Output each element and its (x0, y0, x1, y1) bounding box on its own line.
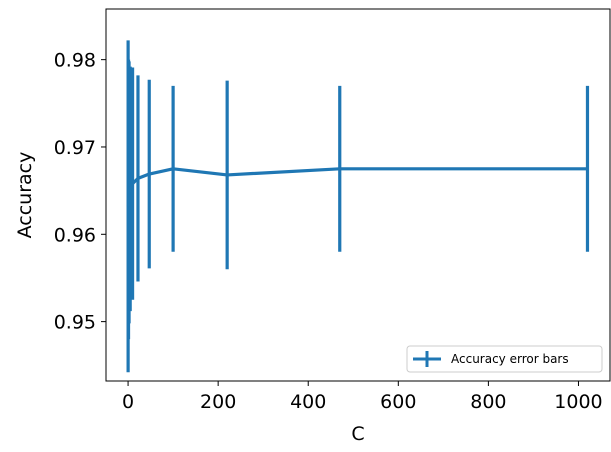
x-axis-label: C (351, 423, 364, 445)
axes: 0 200 400 600 800 1000 0.95 0.96 0.97 0.98 (54, 8, 611, 413)
x-tick-label: 600 (380, 391, 416, 413)
x-tick-label: 800 (470, 391, 506, 413)
x-tick-label: 400 (290, 391, 326, 413)
y-tick-label: 0.96 (54, 224, 96, 246)
y-tick-label: 0.95 (54, 312, 96, 334)
legend-box (406, 345, 603, 373)
y-tick-label: 0.97 (54, 137, 96, 159)
legend: Accuracy error bars (406, 345, 603, 373)
x-tick-label: 200 (200, 391, 236, 413)
y-axis-label: Accuracy (14, 152, 36, 239)
plot-area (126, 40, 590, 373)
y-tick-label: 0.98 (54, 50, 96, 72)
axes-frame (105, 8, 611, 382)
x-tick-label: 0 (122, 391, 134, 413)
x-tick-label: 1000 (554, 391, 602, 413)
legend-entry-label: Accuracy error bars (451, 352, 569, 366)
